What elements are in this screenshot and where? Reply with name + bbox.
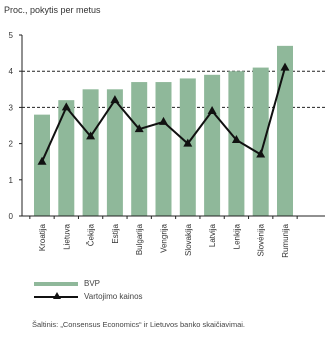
legend-swatch-bar (34, 281, 78, 286)
bar-Rumunija (277, 45, 293, 216)
point-prices-Lietuva (61, 102, 71, 111)
legend-swatch-line (34, 291, 78, 299)
chart-title: Proc., pokytis per metus (4, 5, 101, 15)
point-prices-Čekija (86, 131, 96, 140)
bar-Slovėnija (252, 67, 269, 216)
bar-Vengrija (155, 82, 172, 216)
x-tick-label-Kroatija: Kroatija (38, 223, 47, 251)
legend-label-prices: Vartojimo kainos (84, 292, 143, 301)
point-prices-Estija (110, 95, 120, 104)
bar-Lenkija (228, 71, 245, 216)
bar-Bulgarija (131, 82, 148, 216)
x-tick-label-Rumunija: Rumunija (281, 223, 290, 257)
x-tick-label-Čekija: Čekija (87, 223, 96, 246)
point-prices-Lenkija (231, 134, 241, 143)
y-tick-label-2: 2 (9, 140, 14, 149)
y-tick-label-5: 5 (9, 31, 14, 40)
x-tick-label-Slovėnija: Slovėnija (257, 223, 266, 256)
bar-Lietuva (58, 100, 75, 216)
y-tick-label-0: 0 (9, 212, 14, 221)
bar-Latvija (204, 74, 221, 216)
point-prices-Vengrija (159, 116, 168, 125)
y-tick-label-1: 1 (9, 176, 14, 185)
y-tick-label-3: 3 (9, 103, 14, 112)
y-tick-label-4: 4 (9, 67, 14, 76)
x-tick-label-Estija: Estija (111, 223, 120, 243)
legend-item-prices: Vartojimo kainos (34, 290, 143, 303)
point-prices-Kroatija (37, 156, 47, 165)
x-tick-label-Lenkija: Lenkija (232, 223, 241, 249)
x-tick-label-Slovakija: Slovakija (184, 223, 193, 256)
x-tick-label-Bulgarija: Bulgarija (135, 223, 144, 255)
point-prices-Bulgarija (134, 124, 144, 133)
bar-Čekija (82, 89, 99, 216)
bar-Kroatija (34, 114, 50, 216)
x-tick-label-Latvija: Latvija (208, 223, 217, 247)
legend-item-bvp: BVP (34, 277, 143, 290)
point-prices-Slovėnija (256, 149, 266, 158)
point-prices-Slovakija (183, 138, 193, 147)
legend-label-bvp: BVP (84, 279, 101, 288)
bar-Slovakija (179, 78, 196, 216)
point-prices-Rumunija (280, 62, 290, 71)
legend: BVP Vartojimo kainos (34, 277, 143, 303)
source-note: Šaltinis: „Consensus Economics“ ir Lietu… (32, 320, 246, 329)
bar-Estija (106, 89, 123, 216)
x-tick-label-Vengrija: Vengrija (160, 223, 169, 252)
x-tick-label-Lietuva: Lietuva (62, 223, 71, 249)
point-prices-Latvija (207, 106, 217, 115)
